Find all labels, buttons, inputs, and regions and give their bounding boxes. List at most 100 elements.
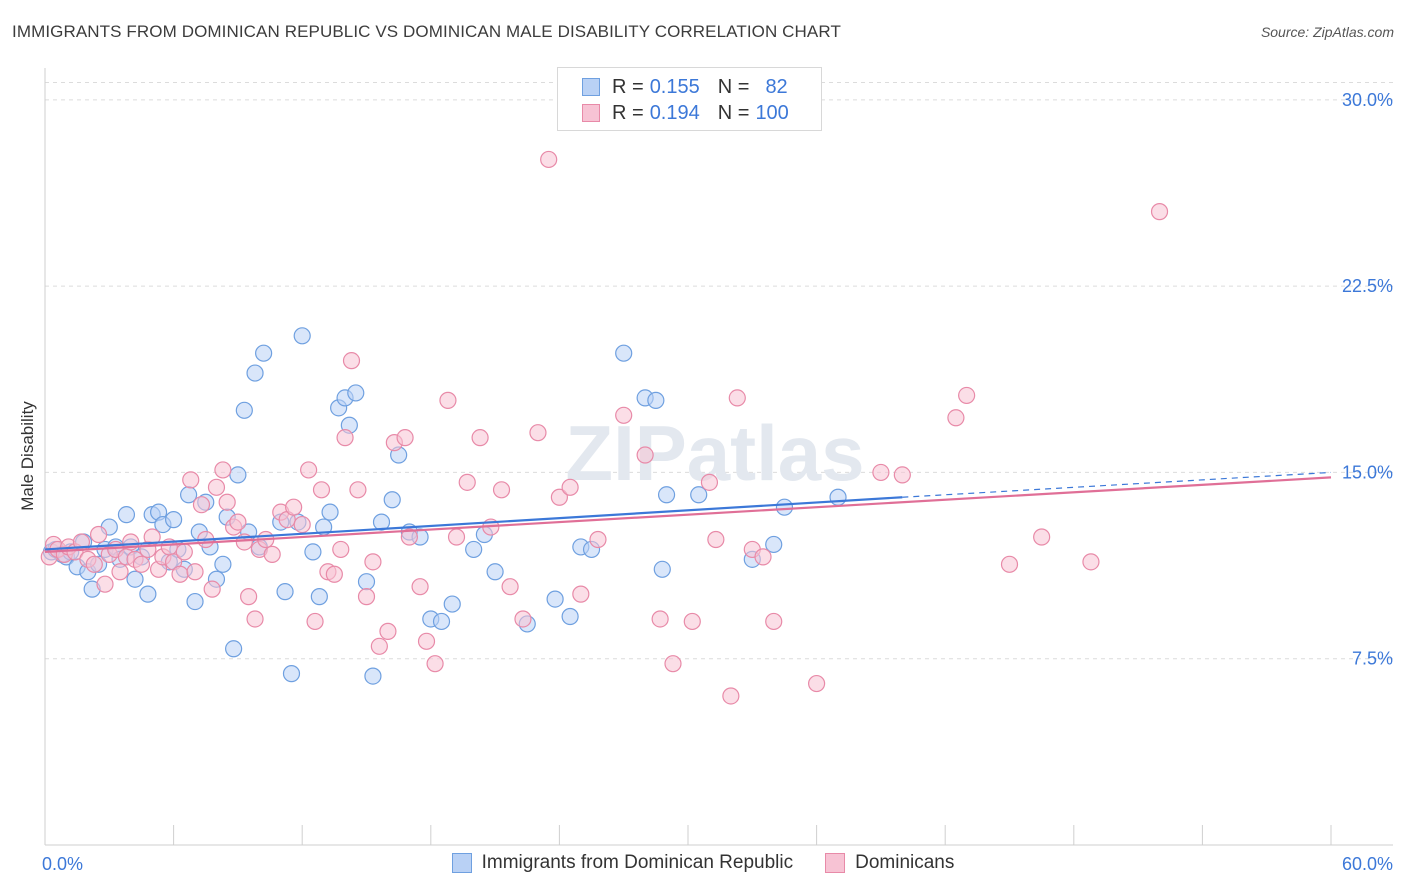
point-immigrants	[214, 555, 232, 573]
point-dominicans	[370, 637, 388, 655]
point-dominicans	[240, 588, 258, 606]
point-dominicans	[765, 612, 783, 631]
point-dominicans	[471, 429, 489, 447]
point-dominicans	[651, 610, 669, 628]
point-dominicans	[1082, 553, 1100, 571]
point-dominicans	[615, 406, 633, 424]
point-immigrants	[126, 570, 144, 588]
point-dominicans	[636, 446, 654, 464]
point-dominicans	[207, 478, 226, 496]
point-dominicans	[700, 473, 719, 491]
point-dominicans	[218, 493, 236, 511]
point-dominicans	[171, 565, 189, 583]
point-dominicans	[312, 481, 331, 499]
trend-line-dominicans	[44, 476, 1332, 554]
point-dominicans	[754, 548, 772, 566]
point-dominicans	[349, 481, 367, 499]
point-immigrants	[139, 585, 157, 603]
point-immigrants	[293, 327, 311, 345]
point-dominicans	[561, 478, 579, 496]
point-immigrants	[383, 491, 401, 509]
data-points	[40, 150, 1169, 705]
point-dominicans	[550, 488, 569, 506]
point-dominicans	[664, 655, 682, 673]
n-value: 100	[755, 101, 789, 124]
legend-item-immigrants[interactable]: Immigrants from Dominican Republic	[451, 852, 794, 874]
point-dominicans	[411, 578, 429, 596]
y-tick-label: 15.0%	[1342, 462, 1393, 482]
y-axis-label: Male Disability	[18, 401, 37, 511]
point-immigrants	[165, 511, 183, 529]
point-immigrants	[443, 595, 461, 613]
r-label: R =	[612, 101, 644, 124]
chart-title: IMMIGRANTS FROM DOMINICAN REPUBLIC VS DO…	[12, 22, 841, 41]
point-dominicans	[400, 528, 418, 546]
point-dominicans	[529, 424, 547, 442]
point-immigrants	[465, 540, 483, 559]
point-dominicans	[214, 461, 232, 479]
point-dominicans	[203, 580, 221, 598]
point-dominicans	[540, 150, 558, 169]
n-label: N =	[717, 75, 750, 98]
legend-item-dominicans[interactable]: Dominicans	[825, 852, 954, 874]
point-immigrants	[364, 667, 382, 685]
point-immigrants	[225, 640, 243, 658]
trend-line-extension	[902, 471, 1332, 498]
point-dominicans	[285, 498, 303, 516]
source-label: Source: ZipAtlas.com	[1260, 24, 1394, 40]
correlation-legend: R = 0.155 N = 82 R = 0.194 N = 100	[557, 67, 822, 131]
r-value: 0.194	[649, 101, 700, 124]
point-dominicans	[426, 655, 444, 673]
point-dominicans	[192, 496, 211, 514]
point-immigrants	[321, 503, 339, 521]
point-dominicans	[1033, 528, 1051, 546]
y-tick-label: 7.5%	[1352, 649, 1393, 669]
point-immigrants	[647, 391, 665, 409]
point-dominicans	[364, 553, 382, 571]
point-dominicans	[379, 622, 397, 640]
legend-swatch-blue	[451, 853, 472, 873]
point-immigrants	[357, 573, 376, 591]
point-dominicans	[589, 530, 607, 549]
point-dominicans	[872, 463, 890, 482]
point-dominicans	[263, 545, 281, 563]
point-dominicans	[1150, 203, 1169, 221]
point-immigrants	[829, 488, 847, 506]
axes	[44, 68, 1393, 846]
legend-label: Immigrants from Dominican Republic	[481, 852, 794, 873]
x-tick-label: 60.0%	[1342, 854, 1393, 874]
point-dominicans	[293, 515, 311, 534]
point-dominicans	[958, 386, 976, 405]
legend-row-immigrants: R = 0.155 N = 82	[582, 75, 788, 99]
series-legend: Immigrants from Dominican Republic Domin…	[0, 852, 1406, 874]
point-dominicans	[947, 409, 965, 427]
point-dominicans	[357, 588, 376, 606]
point-immigrants	[117, 506, 136, 524]
point-dominicans	[325, 565, 343, 583]
point-dominicans	[246, 610, 264, 628]
point-dominicans	[572, 585, 590, 603]
r-value: 0.155	[649, 75, 700, 98]
point-immigrants	[186, 592, 204, 611]
point-dominicans	[229, 513, 247, 531]
point-dominicans	[175, 543, 193, 561]
point-dominicans	[111, 563, 129, 581]
point-dominicans	[492, 481, 511, 499]
point-dominicans	[300, 461, 318, 479]
point-dominicans	[514, 610, 532, 628]
point-dominicans	[96, 575, 114, 593]
point-dominicans	[336, 429, 354, 447]
point-dominicans	[186, 563, 204, 581]
point-immigrants	[615, 344, 633, 362]
point-immigrants	[372, 513, 391, 531]
legend-swatch-pink	[582, 104, 600, 122]
point-dominicans	[501, 578, 519, 596]
point-dominicans	[396, 429, 414, 447]
point-immigrants	[246, 364, 264, 382]
point-dominicans	[332, 540, 350, 559]
point-dominicans	[1000, 555, 1019, 573]
point-immigrants	[432, 612, 451, 631]
point-dominicans	[728, 389, 746, 407]
point-dominicans	[182, 471, 200, 489]
legend-swatch-blue	[582, 78, 600, 96]
